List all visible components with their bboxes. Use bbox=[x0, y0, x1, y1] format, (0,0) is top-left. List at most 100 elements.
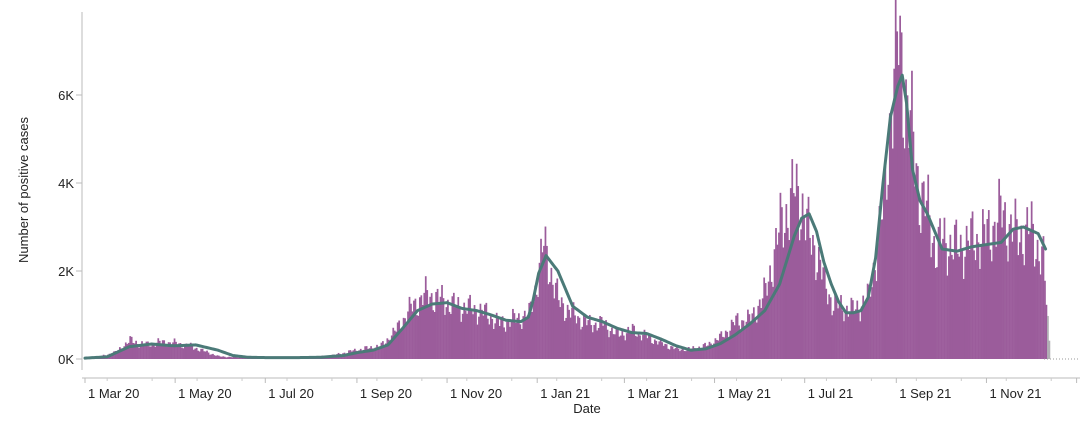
bar-day-186 bbox=[359, 348, 362, 359]
bar-day-438 bbox=[732, 322, 735, 359]
bar-day-518 bbox=[850, 297, 853, 359]
bar-day-399 bbox=[674, 348, 677, 359]
bar-day-85 bbox=[210, 354, 213, 359]
bar-day-383 bbox=[651, 343, 653, 359]
y-tick-label-2: 4K bbox=[58, 176, 74, 191]
y-axis-title: Number of positive cases bbox=[16, 117, 31, 263]
bar-day-648 bbox=[1042, 236, 1045, 359]
bar-day-349 bbox=[600, 316, 603, 359]
bar-day-493 bbox=[813, 245, 816, 359]
bar-day-293 bbox=[518, 313, 520, 359]
bar-day-437 bbox=[730, 319, 733, 359]
bar-day-374 bbox=[637, 331, 640, 359]
bar-day-274 bbox=[489, 316, 492, 359]
bar-day-320 bbox=[557, 300, 560, 359]
bar-day-476 bbox=[788, 240, 791, 359]
bar-day-196 bbox=[374, 347, 377, 359]
bar-day-540 bbox=[883, 173, 885, 359]
bar-day-273 bbox=[488, 324, 491, 359]
bar-day-533 bbox=[872, 262, 875, 359]
bar-day-536 bbox=[877, 243, 879, 359]
bar-day-588 bbox=[953, 224, 956, 359]
bar-day-624 bbox=[1007, 261, 1009, 359]
bar-day-313 bbox=[547, 284, 550, 359]
bar-day-406 bbox=[684, 351, 687, 359]
bar-day-365 bbox=[624, 340, 627, 359]
bar-day-562 bbox=[915, 163, 918, 359]
bar-day-36 bbox=[138, 347, 140, 359]
x-ticks: 1 Mar 20 1 May 20 1 Jul 20 1 Sep 20 1 Nov 20… bbox=[84, 378, 1078, 401]
bar-day-258 bbox=[466, 313, 468, 359]
bar-day-66 bbox=[182, 348, 185, 359]
bar-day-232 bbox=[427, 305, 430, 359]
bar-day-418 bbox=[702, 344, 705, 359]
bar-day-436 bbox=[729, 330, 732, 359]
bar-day-430 bbox=[720, 331, 723, 359]
bar-day-626 bbox=[1010, 214, 1012, 359]
bar-day-618 bbox=[998, 178, 1001, 359]
bar-day-31 bbox=[130, 336, 133, 359]
bar-day-254 bbox=[460, 321, 463, 359]
bar-day-237 bbox=[435, 291, 437, 359]
bar-day-354 bbox=[608, 337, 610, 359]
bar-day-256 bbox=[463, 302, 466, 359]
bar-day-24 bbox=[120, 348, 123, 359]
bar-day-630 bbox=[1016, 219, 1018, 359]
bar-day-634 bbox=[1021, 254, 1024, 359]
bar-day-230 bbox=[424, 276, 427, 359]
bar-day-252 bbox=[457, 297, 460, 359]
bar-day-77 bbox=[198, 351, 201, 359]
bar-day-275 bbox=[491, 318, 494, 359]
x-tick-label-1: 1 May 20 bbox=[178, 386, 231, 401]
bar-day-44 bbox=[150, 346, 152, 359]
bar-day-565 bbox=[919, 232, 922, 359]
bar-day-450 bbox=[750, 322, 752, 359]
bar-day-290 bbox=[513, 313, 516, 359]
bar-day-201 bbox=[382, 341, 384, 359]
bar-day-412 bbox=[693, 348, 696, 359]
y-ticks: 0K 2K 4K 6K bbox=[58, 88, 82, 367]
bar-day-392 bbox=[664, 343, 667, 359]
bar-day-416 bbox=[699, 348, 702, 359]
bar-day-83 bbox=[207, 352, 210, 359]
bar-day-506 bbox=[832, 310, 835, 359]
bar-day-265 bbox=[476, 324, 479, 359]
bar-day-71 bbox=[189, 342, 192, 359]
y-tick-label-0: 0K bbox=[58, 352, 74, 367]
bar-day-341 bbox=[588, 314, 591, 359]
bar-day-225 bbox=[417, 315, 420, 359]
bar-day-456 bbox=[758, 299, 761, 359]
bar-day-472 bbox=[782, 247, 785, 359]
bar-day-530 bbox=[868, 284, 870, 359]
bar-day-318 bbox=[554, 282, 557, 359]
bar-day-377 bbox=[642, 334, 644, 359]
bar-day-481 bbox=[795, 163, 798, 359]
bar-day-440 bbox=[735, 315, 737, 359]
bar-day-336 bbox=[581, 326, 584, 359]
bar-day-102 bbox=[235, 357, 238, 359]
x-tick-label-10: 1 Nov 21 bbox=[989, 386, 1041, 401]
bar-day-590 bbox=[956, 253, 959, 359]
bar-day-369 bbox=[630, 331, 633, 359]
bar-day-69 bbox=[186, 346, 189, 359]
bar-day-184 bbox=[356, 352, 359, 359]
bar-day-53 bbox=[163, 340, 166, 359]
bar-day-631 bbox=[1017, 255, 1020, 359]
bar-day-587 bbox=[952, 259, 955, 359]
bar-day-381 bbox=[648, 334, 650, 359]
bar-day-610 bbox=[986, 219, 989, 359]
bar-day-295 bbox=[520, 328, 523, 359]
bar-day-636 bbox=[1024, 224, 1027, 359]
bar-day-395 bbox=[668, 349, 671, 359]
bar-day-629 bbox=[1014, 198, 1017, 359]
x-axis-title: Date bbox=[573, 401, 600, 416]
bar-day-288 bbox=[510, 321, 513, 359]
bar-day-558 bbox=[909, 110, 912, 359]
bar-day-543 bbox=[887, 184, 890, 359]
bar-day-101 bbox=[234, 356, 236, 359]
bar-day-240 bbox=[439, 296, 442, 359]
bar-day-219 bbox=[408, 296, 411, 359]
bar-day-639 bbox=[1029, 231, 1032, 359]
bar-day-633 bbox=[1020, 225, 1023, 359]
bar-day-458 bbox=[761, 298, 764, 359]
